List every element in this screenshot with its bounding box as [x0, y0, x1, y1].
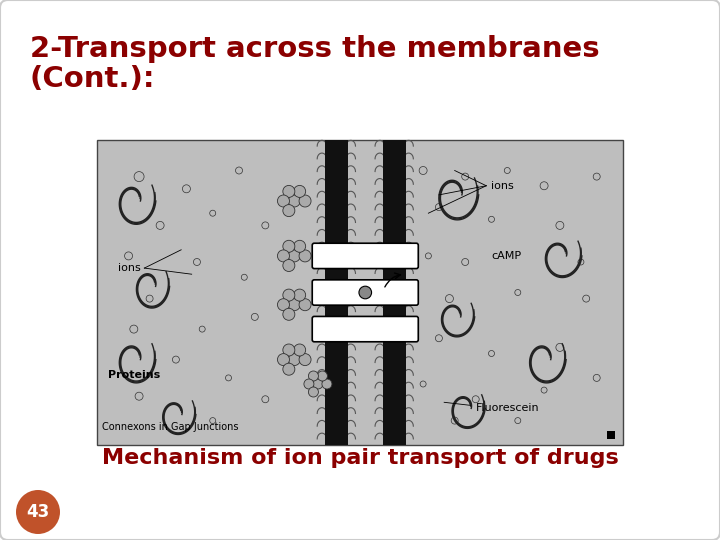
- Circle shape: [283, 289, 295, 301]
- Circle shape: [593, 374, 600, 381]
- Circle shape: [488, 350, 495, 356]
- Circle shape: [299, 299, 311, 310]
- Circle shape: [515, 289, 521, 295]
- Circle shape: [288, 250, 300, 262]
- Circle shape: [436, 335, 442, 342]
- Text: cAMP: cAMP: [492, 251, 521, 261]
- Circle shape: [462, 173, 469, 180]
- FancyBboxPatch shape: [312, 316, 418, 342]
- Circle shape: [504, 167, 510, 173]
- Bar: [97, 140, 623, 445]
- Circle shape: [313, 379, 323, 389]
- Circle shape: [294, 185, 306, 198]
- Circle shape: [556, 221, 564, 229]
- Circle shape: [288, 354, 300, 366]
- Circle shape: [251, 313, 258, 320]
- Circle shape: [426, 253, 431, 259]
- Circle shape: [199, 326, 205, 332]
- Circle shape: [156, 221, 164, 229]
- Circle shape: [294, 289, 306, 301]
- Circle shape: [283, 344, 295, 356]
- Circle shape: [172, 356, 179, 363]
- Circle shape: [277, 299, 289, 310]
- Bar: [382, 140, 406, 445]
- Text: Mechanism of ion pair transport of drugs: Mechanism of ion pair transport of drugs: [102, 448, 618, 468]
- Circle shape: [182, 185, 190, 193]
- Circle shape: [262, 222, 269, 229]
- Circle shape: [446, 295, 454, 302]
- Circle shape: [241, 274, 247, 280]
- Circle shape: [16, 490, 60, 534]
- FancyBboxPatch shape: [312, 280, 418, 305]
- Circle shape: [146, 295, 153, 302]
- Circle shape: [540, 182, 548, 190]
- Circle shape: [283, 260, 295, 272]
- Circle shape: [436, 204, 442, 211]
- Circle shape: [283, 185, 295, 198]
- Text: Fluorescein: Fluorescein: [476, 403, 539, 414]
- Circle shape: [125, 252, 132, 260]
- Circle shape: [556, 343, 564, 352]
- Circle shape: [322, 379, 332, 389]
- Circle shape: [283, 205, 295, 217]
- Text: 43: 43: [27, 503, 50, 521]
- Text: Connexons in Gap Junctions: Connexons in Gap Junctions: [102, 422, 239, 431]
- Text: ions: ions: [492, 181, 514, 191]
- Circle shape: [134, 172, 144, 181]
- Circle shape: [582, 295, 590, 302]
- Text: (Cont.):: (Cont.):: [30, 65, 156, 93]
- Circle shape: [288, 299, 300, 310]
- Circle shape: [135, 392, 143, 400]
- Bar: [325, 140, 348, 445]
- Circle shape: [288, 195, 300, 207]
- Circle shape: [299, 354, 311, 366]
- Circle shape: [235, 167, 243, 174]
- Circle shape: [283, 240, 295, 252]
- Circle shape: [578, 259, 584, 265]
- Circle shape: [304, 379, 314, 389]
- Circle shape: [472, 396, 480, 403]
- Circle shape: [419, 166, 427, 174]
- Circle shape: [294, 344, 306, 356]
- Circle shape: [210, 210, 216, 216]
- Circle shape: [308, 371, 318, 381]
- Circle shape: [130, 325, 138, 333]
- Circle shape: [210, 417, 216, 423]
- Circle shape: [277, 354, 289, 366]
- Circle shape: [299, 250, 311, 262]
- Circle shape: [515, 417, 521, 423]
- Circle shape: [262, 396, 269, 403]
- Text: 2-Transport across the membranes: 2-Transport across the membranes: [30, 35, 600, 63]
- Text: Proteins: Proteins: [107, 370, 160, 380]
- Circle shape: [593, 173, 600, 180]
- Circle shape: [294, 240, 306, 252]
- Circle shape: [299, 195, 311, 207]
- Circle shape: [359, 286, 372, 299]
- FancyBboxPatch shape: [312, 243, 418, 268]
- Circle shape: [283, 363, 295, 375]
- Circle shape: [462, 259, 469, 266]
- Text: ions: ions: [118, 263, 141, 273]
- Circle shape: [451, 417, 458, 424]
- Circle shape: [277, 250, 289, 262]
- Circle shape: [420, 381, 426, 387]
- Circle shape: [488, 217, 495, 222]
- Circle shape: [541, 387, 547, 393]
- Circle shape: [225, 375, 232, 381]
- Circle shape: [318, 371, 328, 381]
- Bar: [607, 431, 615, 439]
- Circle shape: [283, 308, 295, 320]
- Circle shape: [308, 387, 318, 397]
- Circle shape: [194, 259, 200, 266]
- Circle shape: [277, 195, 289, 207]
